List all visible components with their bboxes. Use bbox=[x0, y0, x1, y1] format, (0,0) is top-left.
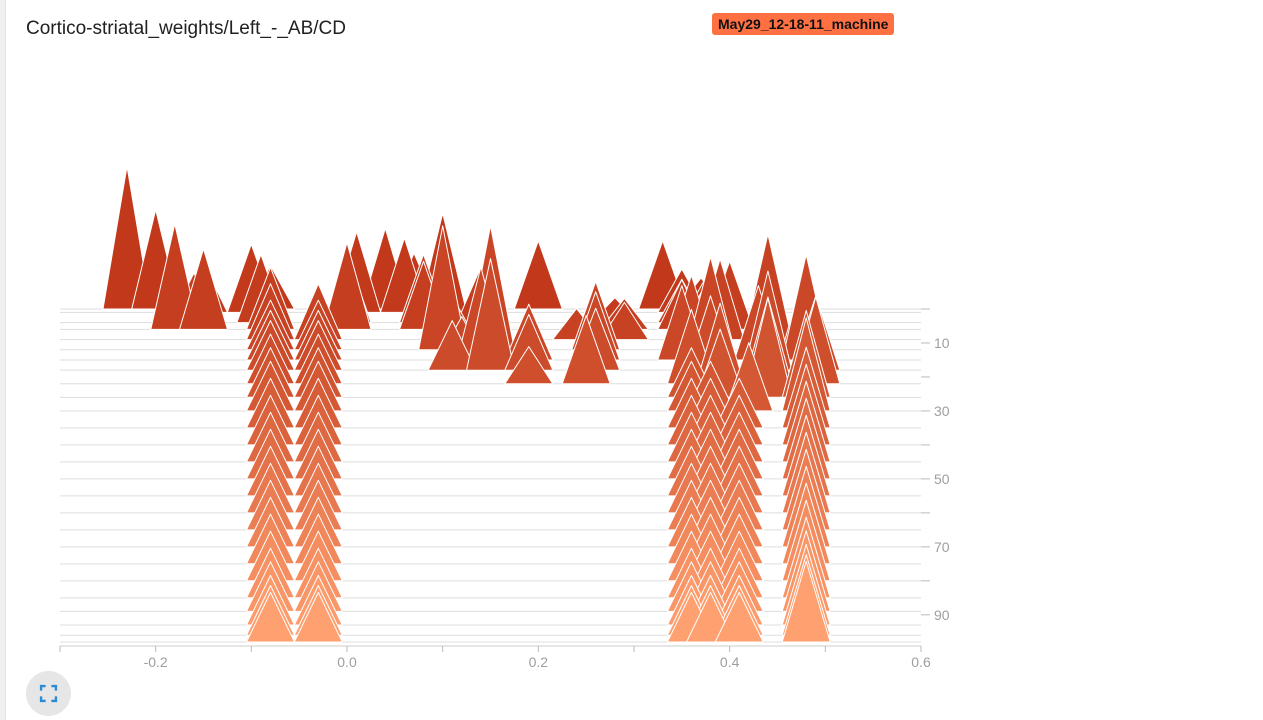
y-tick-label: 70 bbox=[934, 539, 950, 555]
x-tick-label: -0.2 bbox=[144, 654, 168, 670]
histogram-step bbox=[246, 560, 831, 643]
histogram-peak bbox=[781, 560, 831, 643]
x-tick-label: 0.0 bbox=[337, 654, 357, 670]
y-axis: 10 30 50 70 90 bbox=[921, 308, 950, 623]
expand-chart-button[interactable] bbox=[26, 671, 71, 716]
histogram-ridges bbox=[102, 165, 841, 643]
x-tick-label: 0.6 bbox=[911, 654, 931, 670]
y-tick-label: 10 bbox=[934, 335, 950, 351]
chart-title: Cortico-striatal_weights/Left_-_AB/CD bbox=[26, 18, 346, 39]
fullscreen-icon bbox=[39, 684, 58, 703]
histogram-peak bbox=[513, 240, 563, 310]
histogram-peak bbox=[246, 591, 295, 643]
histogram-peak bbox=[466, 258, 515, 371]
histogram-peak bbox=[179, 248, 228, 330]
histogram-peak bbox=[427, 320, 477, 371]
histogram-peak bbox=[293, 591, 343, 643]
x-axis: -0.2 0.0 0.2 0.4 0.6 bbox=[59, 645, 931, 670]
histogram-peak bbox=[150, 223, 200, 330]
histogram-peak bbox=[561, 315, 611, 385]
y-tick-label: 90 bbox=[934, 607, 950, 623]
histogram-peak bbox=[504, 346, 554, 385]
histogram-peak bbox=[322, 242, 372, 330]
run-tag: May29_12-18-11_machine bbox=[712, 13, 895, 35]
card-left-border bbox=[0, 0, 6, 720]
histogram-peak bbox=[714, 591, 764, 643]
x-tick-label: 0.4 bbox=[720, 654, 740, 670]
histogram-peak bbox=[102, 165, 152, 310]
x-tick-label: 0.2 bbox=[529, 654, 549, 670]
y-tick-label: 30 bbox=[934, 403, 950, 419]
y-tick-label: 50 bbox=[934, 471, 950, 487]
